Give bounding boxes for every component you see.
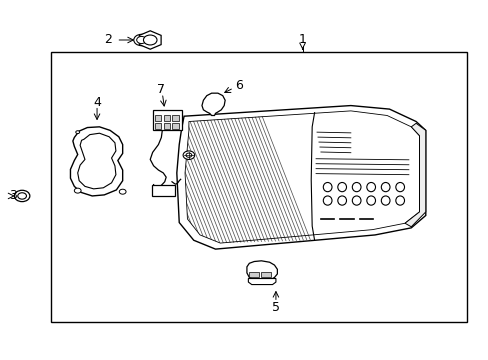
Ellipse shape <box>351 196 360 205</box>
Ellipse shape <box>366 183 375 192</box>
Text: 3: 3 <box>9 189 17 202</box>
Circle shape <box>74 188 81 193</box>
Text: 5: 5 <box>271 301 279 314</box>
Ellipse shape <box>381 183 389 192</box>
Circle shape <box>119 189 126 194</box>
Ellipse shape <box>337 183 346 192</box>
Text: 6: 6 <box>234 78 242 91</box>
Bar <box>163 123 170 129</box>
Text: 4: 4 <box>93 95 101 108</box>
Ellipse shape <box>323 183 331 192</box>
Polygon shape <box>78 133 116 189</box>
Circle shape <box>137 36 146 44</box>
Ellipse shape <box>323 196 331 205</box>
Bar <box>261 272 270 278</box>
Bar <box>172 115 179 121</box>
Ellipse shape <box>351 183 360 192</box>
Text: 1: 1 <box>298 33 306 46</box>
Circle shape <box>143 35 157 45</box>
Ellipse shape <box>395 183 404 192</box>
Bar <box>172 123 179 129</box>
Circle shape <box>14 190 30 202</box>
Circle shape <box>18 193 26 199</box>
Polygon shape <box>70 127 122 196</box>
Bar <box>152 110 181 130</box>
Text: 2: 2 <box>104 33 112 46</box>
Bar <box>163 115 170 121</box>
Polygon shape <box>202 93 224 116</box>
Ellipse shape <box>337 196 346 205</box>
Circle shape <box>76 131 80 134</box>
Circle shape <box>185 153 191 157</box>
Ellipse shape <box>366 196 375 205</box>
Bar <box>155 123 161 129</box>
Bar <box>151 185 175 196</box>
Polygon shape <box>139 31 161 49</box>
Bar <box>249 272 259 278</box>
Bar <box>155 115 161 121</box>
Polygon shape <box>177 105 425 249</box>
Circle shape <box>183 151 194 159</box>
Polygon shape <box>248 279 275 284</box>
Bar <box>51 53 466 322</box>
Ellipse shape <box>395 196 404 205</box>
Polygon shape <box>246 261 277 281</box>
Ellipse shape <box>381 196 389 205</box>
Text: 7: 7 <box>157 83 165 96</box>
Circle shape <box>134 34 149 46</box>
Polygon shape <box>404 123 425 227</box>
